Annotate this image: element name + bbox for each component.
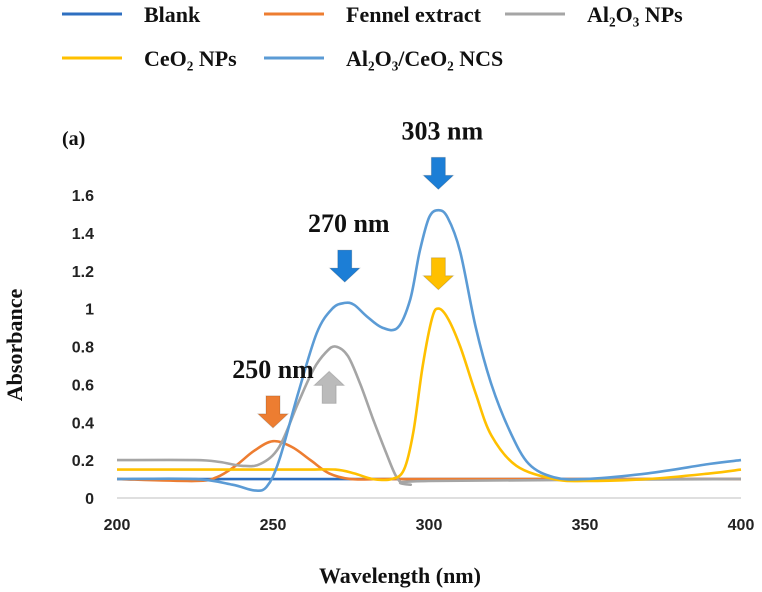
legend-item-blank: Blank (62, 2, 201, 27)
arrow-ffc000 (422, 257, 455, 291)
x-tick-label: 350 (572, 517, 599, 534)
legend-label: Al₂O₃ NPs (587, 2, 683, 27)
annotations: 250 nm 270 nm 303 nm (232, 116, 484, 429)
legend-item-fennel-extract: Fennel extract (264, 2, 482, 27)
y-tick-label: 1 (85, 302, 94, 319)
y-tick-label: 1.4 (72, 226, 94, 243)
arrow-303-nm (422, 156, 455, 191)
annotation-303-nm: 303 nm (402, 116, 484, 145)
x-tick-label: 300 (416, 517, 443, 534)
legend-label: Al₂O₃/CeO₂ NCS (346, 46, 503, 71)
legend-label: Fennel extract (346, 2, 482, 27)
y-tick-label: 0.2 (72, 453, 94, 470)
series-line-ceo2-nps (116, 307, 742, 483)
annotation-270-nm: 270 nm (308, 209, 390, 238)
legend-item-al-o-nps: Al₂O₃ NPs (505, 2, 683, 27)
y-tick-label: 0 (85, 491, 94, 508)
legend: Blank Fennel extract Al₂O₃ NPs CeO₂ NPs Al₂O… (62, 2, 683, 71)
y-tick-label: 0.8 (72, 340, 94, 357)
x-tick-labels: 200 250 300 350 400 (104, 517, 755, 534)
series-lines (116, 208, 742, 492)
y-tick-label: 1.2 (72, 264, 94, 281)
y-tick-label: 0.6 (72, 377, 94, 394)
y-tick-label: 0.4 (72, 415, 94, 432)
legend-item-al-o-ceo-ncs: Al₂O₃/CeO₂ NCS (264, 46, 503, 71)
panel-label: (a) (62, 128, 85, 150)
x-tick-label: 250 (260, 517, 287, 534)
plot-area: 200 250 300 350 400 00.20.40.60.811.21.41.6 … (72, 116, 755, 534)
arrow-bbbbbb (312, 370, 346, 404)
legend-label: Blank (144, 2, 201, 27)
arrow-250-nm (256, 395, 290, 429)
series-line-al2o3-nps (116, 345, 742, 487)
series-line-al2o3-ceo2-ncs (116, 208, 742, 492)
x-axis-title: Wavelength (nm) (319, 563, 481, 588)
arrow-270-nm (328, 249, 362, 283)
x-tick-label: 400 (728, 517, 755, 534)
y-axis-title: Absorbance (2, 289, 27, 402)
legend-label: CeO₂ NPs (144, 46, 237, 71)
annotation-250-nm: 250 nm (232, 355, 314, 384)
y-tick-labels: 0 0.2 0.4 0.6 0.8 1 1.2 1.4 1.6 (72, 188, 94, 508)
x-tick-label: 200 (104, 517, 131, 534)
series-line-fennel-extract (116, 439, 741, 483)
legend-item-ceo-nps: CeO₂ NPs (62, 46, 237, 71)
y-tick-label: 1.6 (72, 188, 94, 205)
